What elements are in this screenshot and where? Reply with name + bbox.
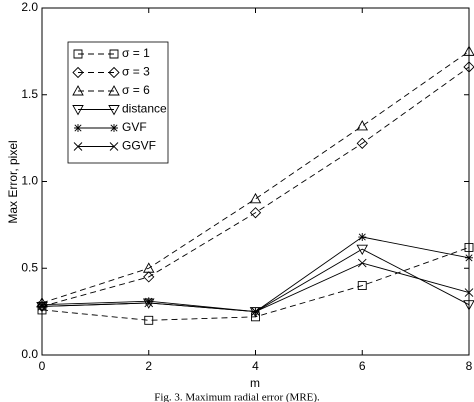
data-point: [463, 300, 474, 311]
caption: Fig. 3. Maximum radial error (MRE).: [154, 392, 320, 402]
x-tick-label: 0: [39, 359, 46, 373]
legend-label: σ = 6: [122, 83, 150, 97]
data-point: [249, 192, 262, 204]
y-tick-label: 2.0: [21, 0, 38, 14]
data-point: [37, 302, 47, 311]
y-tick-label: 0.5: [21, 260, 38, 274]
data-point: [144, 297, 153, 306]
x-tick-label: 4: [252, 359, 259, 373]
series-line: [41, 66, 470, 307]
legend-marker: [108, 85, 120, 96]
series-line: [41, 51, 470, 304]
legend-label: GVF: [122, 120, 147, 134]
y-tick-label: 0.0: [21, 347, 38, 361]
data-point: [142, 262, 155, 273]
data-point: [356, 137, 368, 149]
data-point: [463, 61, 474, 73]
legend-marker: [72, 85, 84, 96]
legend-label: GGVF: [122, 139, 156, 153]
legend-marker: [110, 124, 118, 132]
series-line: [41, 236, 470, 313]
data-point: [357, 281, 367, 291]
legend-marker: [72, 66, 84, 79]
legend-marker: [74, 124, 82, 132]
legend-label: distance: [122, 102, 167, 116]
y-tick-label: 1.5: [21, 87, 38, 101]
data-point: [251, 307, 260, 316]
data-point: [356, 244, 369, 256]
legend-marker: [109, 142, 119, 151]
data-point: [465, 253, 473, 262]
x-axis-label: m: [250, 376, 260, 390]
y-axis-label: Max Error, pixel: [6, 140, 20, 223]
data-point: [144, 298, 154, 308]
data-point: [356, 120, 369, 131]
legend-label: σ = 1: [122, 46, 150, 60]
data-point: [464, 288, 474, 297]
x-tick-label: 8: [466, 359, 473, 373]
data-point: [38, 300, 46, 309]
legend-marker: [108, 66, 120, 79]
data-point: [464, 242, 474, 252]
x-tick-label: 2: [145, 359, 152, 373]
x-tick-label: 6: [359, 359, 366, 373]
legend-marker: [73, 49, 83, 59]
y-tick-label: 1.0: [21, 174, 38, 188]
legend-label: σ = 3: [122, 65, 150, 79]
data-point: [249, 207, 262, 219]
data-point: [463, 45, 474, 56]
legend-marker: [109, 49, 119, 59]
data-point: [144, 315, 154, 325]
data-point: [358, 233, 367, 242]
data-point: [357, 258, 367, 268]
legend-marker: [72, 105, 84, 116]
data-point: [143, 271, 155, 283]
legend-marker: [73, 142, 83, 151]
legend-marker: [108, 105, 120, 116]
